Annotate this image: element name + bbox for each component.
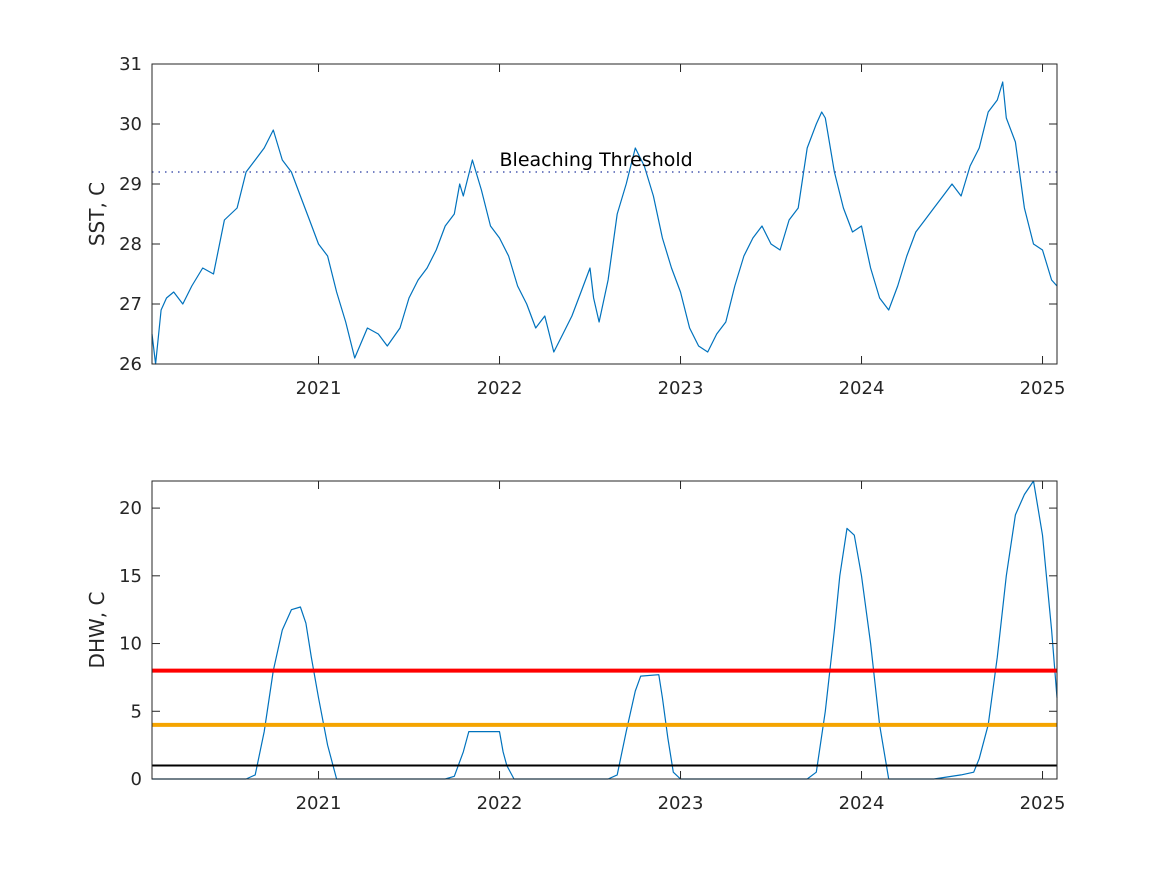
sst-axes-frame	[151, 63, 1058, 365]
dhw-x-ticks: 2021 2022 2023 2024 2025	[296, 481, 1066, 814]
dhw-series-line-0	[152, 480, 1058, 780]
dhw-panel: 0 5 10 15 20 2021 2022 2023 2024 2025 DHW, C	[85, 480, 1066, 814]
dhw-ytick-label: 0	[131, 769, 142, 790]
dhw-axes-frame	[151, 480, 1058, 780]
sst-ytick-label: 27	[119, 294, 142, 315]
dhw-ytick-label: 15	[119, 566, 142, 587]
sst-ytick-label: 29	[119, 174, 142, 195]
sst-x-ticks: 2021 2022 2023 2024 2025	[296, 64, 1066, 399]
dhw-xtick-label: 2021	[296, 793, 342, 814]
bleaching-threshold-label: Bleaching Threshold	[500, 149, 693, 171]
dhw-ytick-label: 20	[119, 498, 142, 519]
sst-ytick-label: 30	[119, 114, 142, 135]
sst-xtick-label: 2024	[839, 378, 885, 399]
sst-series-line-0	[151, 81, 1058, 365]
dhw-xtick-label: 2025	[1020, 793, 1066, 814]
sst-ytick-label: 28	[119, 234, 142, 255]
dhw-ytick-label: 10	[119, 634, 142, 655]
dhw-series-group	[152, 480, 1058, 780]
sst-y-ticks: 26 27 28 29 30 31	[119, 54, 1057, 375]
dhw-xtick-label: 2022	[477, 793, 523, 814]
dhw-ytick-label: 5	[131, 701, 142, 722]
dhw-xtick-label: 2023	[658, 793, 704, 814]
dhw-y-ticks: 0 5 10 15 20	[119, 498, 1057, 790]
dhw-xtick-label: 2024	[839, 793, 885, 814]
sst-xtick-label: 2022	[477, 378, 523, 399]
sst-ytick-label: 26	[119, 354, 142, 375]
sst-series-group	[151, 81, 1058, 365]
dhw-reference-lines	[152, 668, 1057, 767]
sst-y-axis-label: SST, C	[85, 182, 109, 246]
dhw-y-axis-label: DHW, C	[85, 592, 109, 669]
sst-ytick-label: 31	[119, 54, 142, 75]
sst-xtick-label: 2021	[296, 378, 342, 399]
sst-xtick-label: 2025	[1020, 378, 1066, 399]
sst-xtick-label: 2023	[658, 378, 704, 399]
